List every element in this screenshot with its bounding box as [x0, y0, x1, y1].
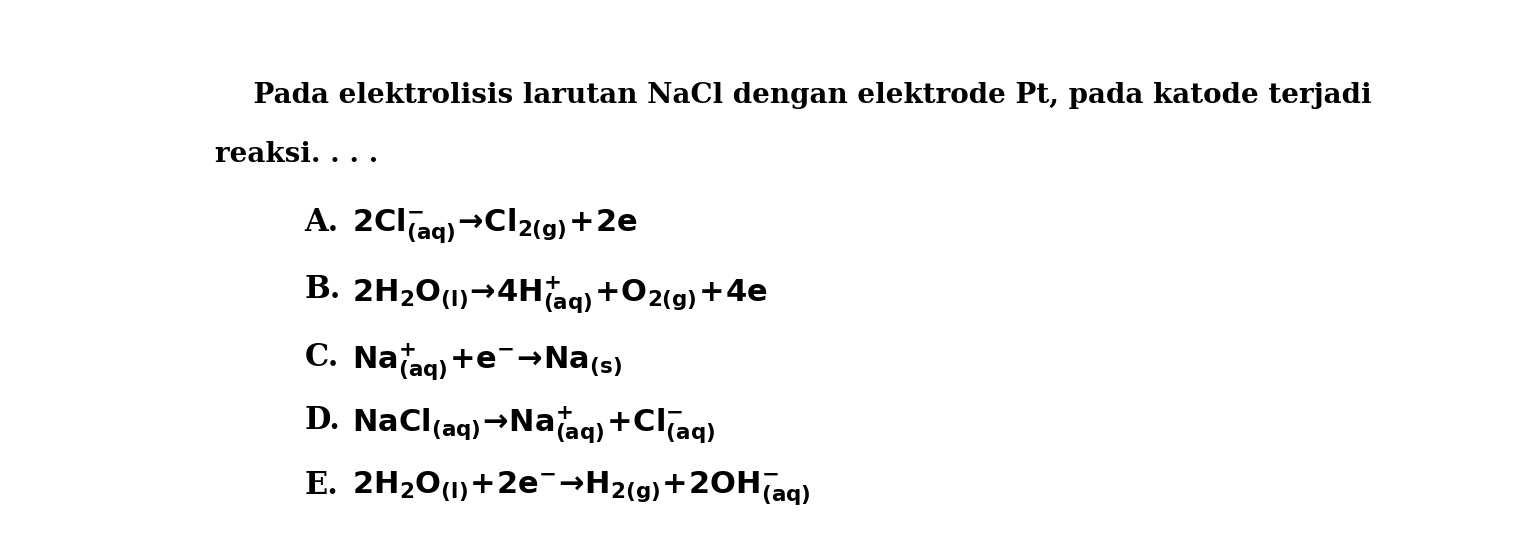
Text: E.: E.: [305, 470, 339, 501]
Text: Pada elektrolisis larutan NaCl dengan elektrode Pt, pada katode terjadi: Pada elektrolisis larutan NaCl dengan el…: [214, 83, 1371, 109]
Text: $\mathbf{2H_{2}O_{(l)}\!+\!2e^{-}\!\rightarrow\!H_{2(g)}\!+\!2OH^{-}_{(aq)}}$: $\mathbf{2H_{2}O_{(l)}\!+\!2e^{-}\!\righ…: [352, 470, 810, 508]
Text: $\mathbf{2H_{2}O_{(l)}\!\rightarrow\!4H^{+}_{(aq)}\!+\!O_{2(g)}\!+\!4e}$: $\mathbf{2H_{2}O_{(l)}\!\rightarrow\!4H^…: [352, 274, 768, 316]
Text: reaksi. . . .: reaksi. . . .: [214, 142, 378, 168]
Text: $\mathbf{Na^{+}_{(aq)}\!+\!e^{-}\!\rightarrow\!Na_{(s)}}$: $\mathbf{Na^{+}_{(aq)}\!+\!e^{-}\!\right…: [352, 341, 622, 383]
Text: C.: C.: [305, 341, 339, 373]
Text: B.: B.: [305, 274, 340, 305]
Text: $\mathbf{2Cl^{-}_{(aq)}\!\rightarrow\!Cl_{2(g)}\!+\!2e}$: $\mathbf{2Cl^{-}_{(aq)}\!\rightarrow\!Cl…: [352, 207, 637, 246]
Text: $\mathbf{NaCl_{(aq)}\!\rightarrow\!Na^{+}_{(aq)}\!+\!Cl^{-}_{(aq)}}$: $\mathbf{NaCl_{(aq)}\!\rightarrow\!Na^{+…: [352, 405, 715, 446]
Text: D.: D.: [305, 405, 340, 436]
Text: A.: A.: [305, 207, 339, 238]
